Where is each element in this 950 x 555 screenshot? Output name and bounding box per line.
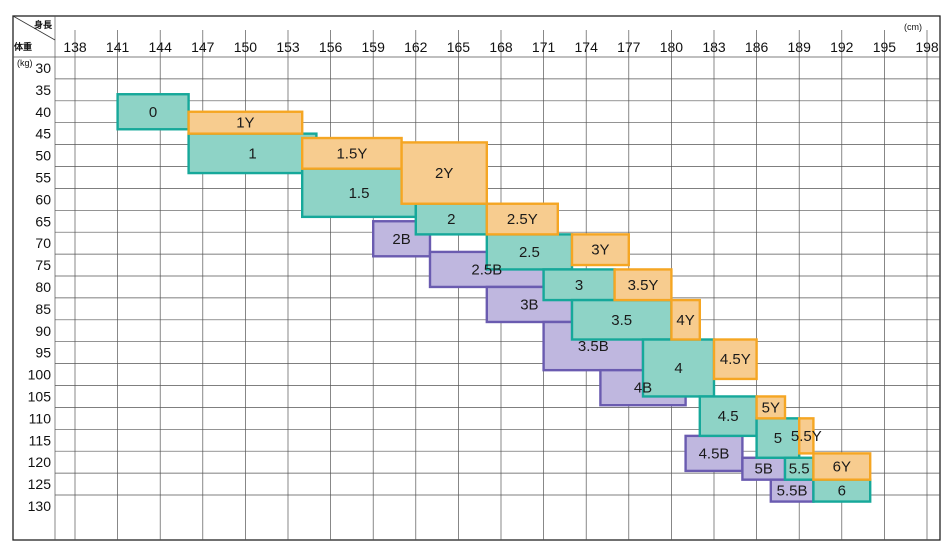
y-tick-label: 125 xyxy=(28,476,52,492)
x-tick-label: 195 xyxy=(873,39,897,55)
size-label-2-5b: 2.5B xyxy=(471,261,502,278)
size-zone-3-5y xyxy=(613,268,673,302)
size-zone-3y xyxy=(570,233,630,267)
x-tick-label: 153 xyxy=(276,39,300,55)
y-tick-label: 35 xyxy=(35,82,51,98)
y-tick-label: 115 xyxy=(29,432,52,448)
x-tick-label: 177 xyxy=(617,39,641,55)
size-label-3-5b: 3.5B xyxy=(578,338,609,355)
height-unit: (cm) xyxy=(904,22,922,32)
height-header: 身長 xyxy=(34,19,53,31)
size-zone-2y xyxy=(400,141,489,205)
y-tick-label: 60 xyxy=(35,191,51,207)
x-tick-label: 162 xyxy=(404,39,428,55)
size-label-2y: 2Y xyxy=(435,165,453,182)
x-tick-label: 198 xyxy=(915,39,939,55)
size-zone-2-5y xyxy=(485,202,559,236)
y-tick-label: 45 xyxy=(35,126,51,142)
size-label-2-5y: 2.5Y xyxy=(507,211,538,228)
x-tick-label: 168 xyxy=(489,39,513,55)
size-label-4y: 4Y xyxy=(676,312,694,329)
y-tick-label: 50 xyxy=(35,148,51,164)
size-label-1-5y: 1.5Y xyxy=(336,145,367,162)
size-label-3: 3 xyxy=(575,277,583,294)
size-label-1-5: 1.5 xyxy=(349,185,370,202)
x-tick-label: 144 xyxy=(149,39,173,55)
size-label-6: 6 xyxy=(838,483,846,500)
size-zone-4-5 xyxy=(698,395,758,438)
x-tick-label: 183 xyxy=(702,39,726,55)
y-tick-label: 90 xyxy=(35,323,51,339)
size-label-5b: 5B xyxy=(755,461,773,478)
y-tick-label: 105 xyxy=(28,388,52,404)
size-zone-6y xyxy=(812,452,872,481)
size-label-2: 2 xyxy=(447,211,455,228)
x-tick-label: 138 xyxy=(63,39,87,55)
y-tick-label: 40 xyxy=(35,104,51,120)
size-label-5-5b: 5.5B xyxy=(777,483,808,500)
x-tick-label: 180 xyxy=(660,39,684,55)
y-tick-label: 120 xyxy=(28,454,52,470)
y-tick-label: 130 xyxy=(28,498,52,514)
size-zone-5y xyxy=(755,395,787,420)
size-zone-4y xyxy=(670,298,702,341)
size-label-4-5b: 4.5B xyxy=(699,445,730,462)
size-label-5-5y: 5.5Y xyxy=(791,428,822,445)
y-tick-label: 100 xyxy=(28,367,52,383)
x-tick-label: 189 xyxy=(788,39,812,55)
y-tick-label: 95 xyxy=(35,345,51,361)
chart-frame xyxy=(12,15,941,541)
size-label-4-5y: 4.5Y xyxy=(720,351,751,368)
x-tick-label: 159 xyxy=(362,39,386,55)
size-label-4: 4 xyxy=(674,360,682,377)
x-tick-label: 141 xyxy=(106,39,130,55)
size-zone-4-5b xyxy=(684,434,744,473)
size-label-3-5: 3.5 xyxy=(611,312,632,329)
x-tick-label: 174 xyxy=(575,39,599,55)
y-tick-label: 110 xyxy=(29,410,52,426)
size-zone-1y xyxy=(187,110,304,135)
size-label-3b: 3B xyxy=(520,296,538,313)
size-label-3-5y: 3.5Y xyxy=(628,277,659,294)
y-tick-label: 80 xyxy=(35,279,51,295)
y-tick-label: 85 xyxy=(35,301,51,317)
size-label-6y: 6Y xyxy=(833,459,851,476)
size-zone-5-5y xyxy=(798,417,815,455)
axes: 身長 体重 (kg) (cm) 138 141 144 147 150 153 156 159… xyxy=(12,15,939,514)
x-tick-label: 171 xyxy=(532,39,556,55)
size-zone-4-5y xyxy=(712,338,758,381)
size-zone-0 xyxy=(116,93,190,131)
weight-header: 体重 xyxy=(14,41,32,53)
weight-unit: (kg) xyxy=(17,58,33,68)
size-label-4-5: 4.5 xyxy=(718,408,739,425)
size-label-2-5: 2.5 xyxy=(519,244,540,261)
size-label-0: 0 xyxy=(149,104,157,121)
y-tick-label: 75 xyxy=(35,257,51,273)
size-zone-1-5y xyxy=(301,136,403,170)
y-tick-label: 55 xyxy=(35,169,51,185)
size-label-5y: 5Y xyxy=(762,399,780,416)
x-tick-label: 156 xyxy=(319,39,343,55)
x-tick-label: 165 xyxy=(447,39,471,55)
size-label-5: 5 xyxy=(774,430,782,447)
size-label-2b: 2B xyxy=(392,231,410,248)
size-label-5-5: 5.5 xyxy=(789,461,810,478)
x-tick-label: 147 xyxy=(191,39,215,55)
y-tick-label: 70 xyxy=(35,235,51,251)
x-tick-label: 150 xyxy=(234,39,258,55)
size-label-1y: 1Y xyxy=(236,115,254,132)
y-tick-label: 65 xyxy=(35,213,51,229)
size-zones xyxy=(116,93,872,503)
x-tick-label: 186 xyxy=(745,39,769,55)
size-zone-5 xyxy=(755,417,801,459)
size-label-4b: 4B xyxy=(634,380,652,397)
size-label-3y: 3Y xyxy=(591,242,609,259)
size-label-1: 1 xyxy=(248,145,256,162)
size-labels: 0 1Y 1 1.5Y 2Y 1.5 2 2.5Y 2B 2.5 3Y 2.5B 3 3.5Y 3B 3.5 4… xyxy=(149,104,851,500)
corner-diagonal xyxy=(12,15,56,41)
y-tick-label: 30 xyxy=(35,60,51,76)
x-tick-label: 192 xyxy=(830,39,854,55)
